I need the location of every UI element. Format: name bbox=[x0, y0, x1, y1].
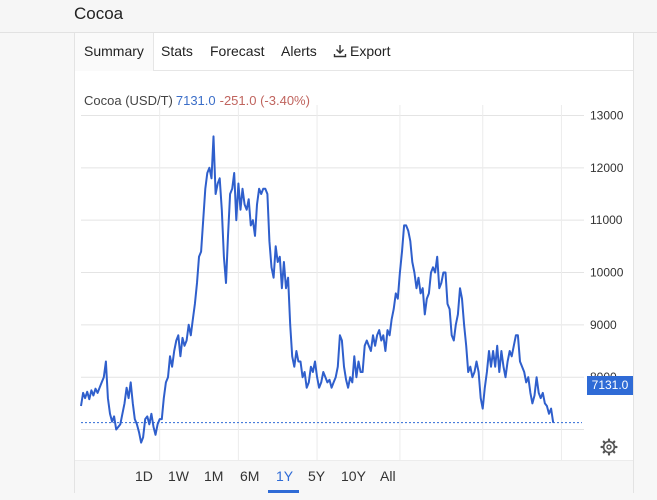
top-bar: Cocoa bbox=[0, 0, 657, 33]
y-tick-label: 12000 bbox=[590, 161, 624, 175]
y-tick-label: 9000 bbox=[590, 318, 617, 332]
download-icon bbox=[333, 35, 347, 72]
range-selector: 1D 1W 1M 6M 1Y 5Y 10Y All bbox=[75, 460, 633, 493]
range-1d[interactable]: 1D bbox=[135, 468, 153, 484]
tab-forecast[interactable]: Forecast bbox=[210, 43, 265, 59]
range-1m[interactable]: 1M bbox=[204, 468, 224, 484]
chart-grid bbox=[81, 114, 584, 431]
quote-change: -251.0 (-3.40%) bbox=[219, 93, 310, 108]
tab-export-label: Export bbox=[350, 43, 391, 59]
range-all[interactable]: All bbox=[380, 468, 396, 484]
quote-price: 7131.0 bbox=[175, 93, 216, 108]
gear-icon[interactable] bbox=[599, 437, 619, 457]
y-tick-label: 11000 bbox=[590, 213, 623, 227]
page-title: Cocoa bbox=[74, 4, 124, 23]
range-active-underline bbox=[268, 490, 299, 493]
tab-export[interactable]: Export bbox=[333, 33, 390, 71]
tab-stats[interactable]: Stats bbox=[161, 43, 193, 59]
current-price-badge: 7131.0 bbox=[587, 376, 633, 395]
y-tick-label: 13000 bbox=[590, 108, 624, 122]
quote-name: Cocoa (USD/T) bbox=[84, 93, 173, 108]
chart-panel: Summary Stats Forecast Alerts Export Coc… bbox=[74, 33, 634, 493]
tab-alerts[interactable]: Alerts bbox=[281, 43, 317, 59]
range-1w[interactable]: 1W bbox=[168, 468, 189, 484]
range-1y[interactable]: 1Y bbox=[276, 468, 294, 484]
tab-summary[interactable]: Summary bbox=[75, 33, 154, 71]
quote-header: Cocoa (USD/T) 7131.0 -251.0 (-3.40%) bbox=[84, 93, 310, 108]
y-axis-ticks: 1300012000110001000090008000 bbox=[590, 108, 624, 384]
price-series-line bbox=[80, 135, 555, 444]
y-tick-label: 10000 bbox=[590, 266, 624, 280]
range-10y[interactable]: 10Y bbox=[341, 468, 366, 484]
chart-x-grid bbox=[159, 105, 562, 460]
price-chart[interactable]: 1300012000110001000090008000 Nov2025MarM… bbox=[75, 105, 635, 488]
tab-bar: Summary Stats Forecast Alerts Export bbox=[75, 33, 633, 71]
range-5y[interactable]: 5Y bbox=[308, 468, 326, 484]
range-6m[interactable]: 6M bbox=[240, 468, 260, 484]
